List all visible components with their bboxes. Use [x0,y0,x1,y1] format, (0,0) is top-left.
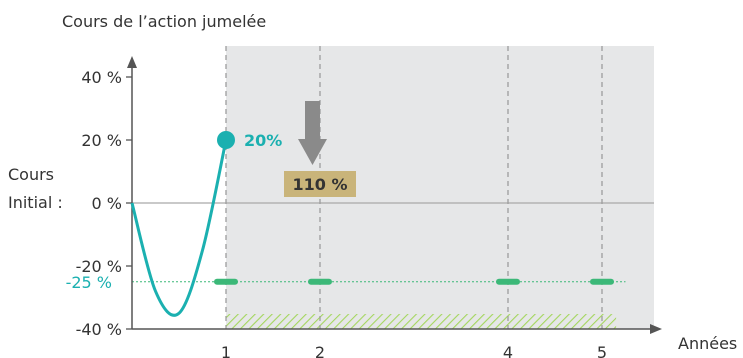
y-tick-label-1: 20 % [81,131,122,150]
x-tick-label-0: 1 [221,343,231,358]
x-tick-label-1: 2 [315,343,325,358]
y-tick-label-3: -20 % [76,257,122,276]
x-ticks: 1 2 4 5 [221,343,607,358]
y-tick-label-0: 40 % [81,68,122,87]
annotation-box [284,171,356,197]
y-label-line-1: Cours [8,165,54,184]
hatched-barrier-band [226,314,617,329]
y-axis-arrow-icon [127,56,137,68]
y-tick-label-2: 0 % [92,194,122,213]
annotation-label: 110 % [293,175,348,194]
series-line [130,139,228,317]
y-ticks: 40 % 20 % 0 % -20 % -40 % -25 % [66,68,132,339]
x-tick-label-2: 4 [503,343,513,358]
down-arrow-icon [298,101,327,165]
end-point [217,131,235,149]
y-label-line-2: Initial : [8,193,63,212]
x-tick-label-3: 5 [597,343,607,358]
chart-title: Cours de l’action jumelée [62,12,266,31]
end-point-label: 20% [244,131,282,150]
y-tick-label-4: -40 % [76,320,122,339]
x-axis-label: Années [678,334,737,353]
barrier-tick-label: -25 % [66,273,112,292]
x-axis-arrow-icon [650,324,662,334]
